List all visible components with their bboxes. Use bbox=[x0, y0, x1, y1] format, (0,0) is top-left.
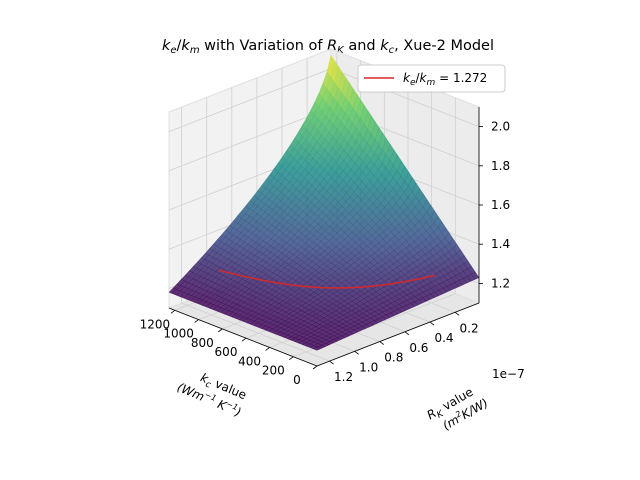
legend: ke/km = 1.272 bbox=[357, 64, 506, 93]
y-tick-mark bbox=[354, 351, 359, 355]
chart-title: ke/km with Variation of RK and kc, Xue-2… bbox=[162, 38, 494, 56]
grid-line-y bbox=[181, 107, 330, 362]
z-tick-label: 1.8 bbox=[491, 159, 510, 173]
y-tick-label: 0.8 bbox=[384, 351, 403, 365]
legend-label: ke/km = 1.272 bbox=[403, 71, 487, 88]
surface-patch bbox=[312, 346, 322, 351]
z-tick-label: 1.4 bbox=[491, 237, 510, 251]
x-tick-mark bbox=[241, 337, 247, 342]
z-tick-label: 1.6 bbox=[491, 198, 510, 212]
x-tick-label: 800 bbox=[191, 336, 214, 350]
contour-line bbox=[218, 269, 435, 289]
x-axis-line bbox=[168, 307, 318, 367]
x-tick-mark bbox=[265, 347, 270, 351]
x-tick-mark bbox=[289, 356, 294, 361]
legend-frame bbox=[357, 64, 506, 93]
x-tick-mark bbox=[218, 328, 223, 333]
x-tick-mark bbox=[170, 310, 176, 314]
y-tick-mark bbox=[329, 360, 334, 365]
y-axis-line bbox=[316, 302, 480, 367]
y-tick-mark bbox=[454, 311, 460, 316]
x-tick-label: 1200 bbox=[140, 317, 171, 331]
x-tick-mark bbox=[312, 365, 318, 370]
surface-plot bbox=[168, 54, 480, 351]
x-tick-mark bbox=[194, 319, 199, 323]
y-tick-mark bbox=[379, 341, 385, 345]
y-tick-mark bbox=[429, 321, 435, 326]
x-tick-label: 0 bbox=[293, 373, 301, 387]
x-tick-label: 1000 bbox=[163, 327, 194, 341]
y-tick-label: 0.2 bbox=[460, 321, 479, 335]
z-tick-label: 2.0 bbox=[491, 120, 510, 134]
contour-level-line bbox=[218, 269, 435, 289]
x-tick-label: 600 bbox=[215, 345, 238, 359]
y-tick-label: 1.0 bbox=[359, 360, 378, 374]
y-tick-label: 1.2 bbox=[334, 370, 353, 384]
y-tick-label: 0.6 bbox=[409, 341, 428, 355]
y-axis-offset-text: 1e−7 bbox=[492, 367, 525, 381]
x-tick-label: 200 bbox=[262, 364, 285, 378]
x-tick-label: 400 bbox=[238, 354, 261, 368]
y-tick-label: 0.4 bbox=[434, 331, 453, 345]
y-tick-mark bbox=[404, 331, 410, 336]
z-tick-label: 1.2 bbox=[491, 276, 510, 290]
